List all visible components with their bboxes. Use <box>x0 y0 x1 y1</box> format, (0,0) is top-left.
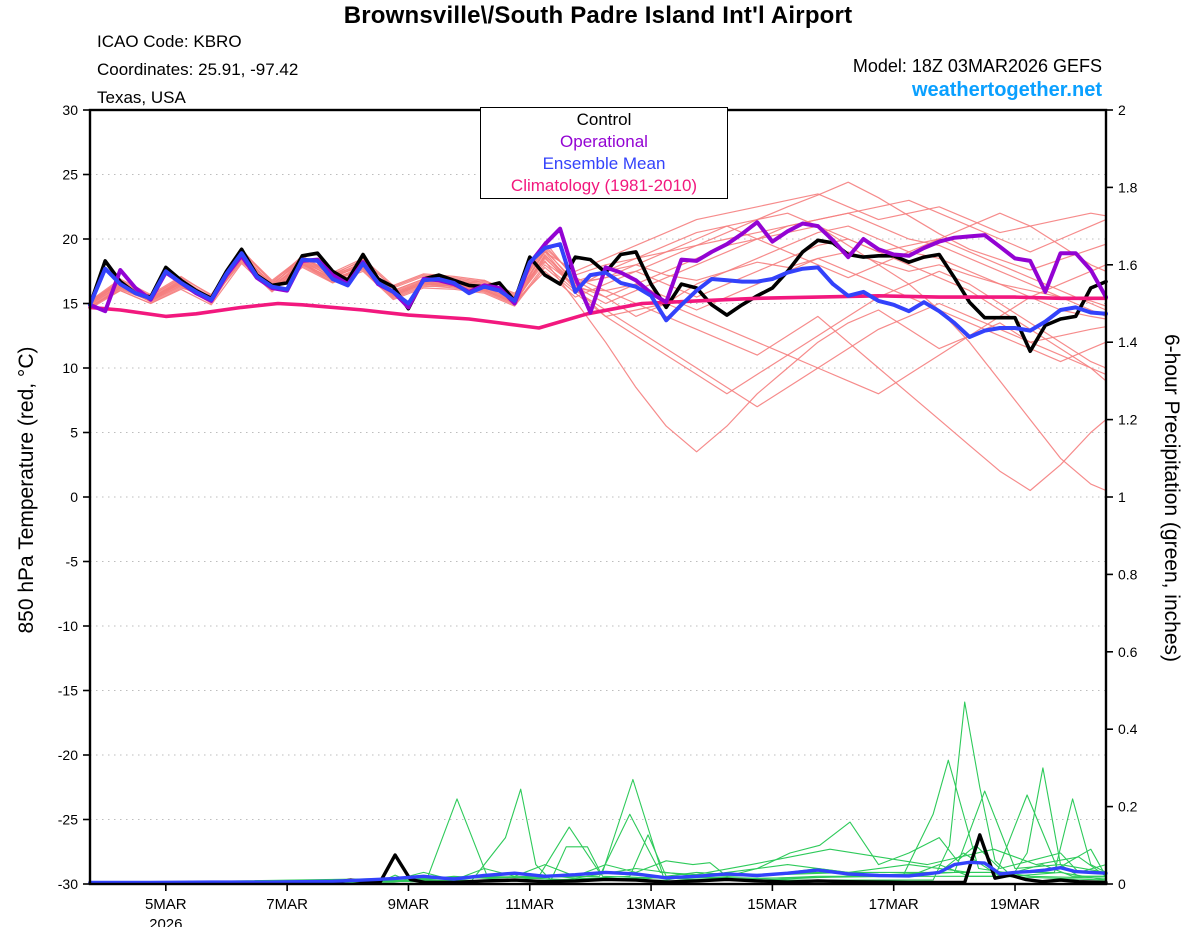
legend-item-control: Control <box>576 110 632 129</box>
climatology-line <box>88 293 1108 330</box>
site-link: weathertogether.net <box>911 79 1102 101</box>
precip-tick-label: 1.6 <box>1118 257 1138 273</box>
legend-box: Control Operational Ensemble Mean Climat… <box>480 107 728 199</box>
temp-tick-label: 0 <box>70 489 78 505</box>
precip-tick-label: 1.4 <box>1118 334 1138 350</box>
precip-tick-label: 0.6 <box>1118 644 1138 660</box>
ensemble-member-temp-line <box>89 262 1107 395</box>
date-tick-label: 5MAR <box>145 896 187 913</box>
model-info: Model: 18Z 03MAR2026 GEFS weathertogethe… <box>853 56 1102 102</box>
ensemble-member-temp-line <box>89 199 1107 302</box>
temp-tick-label: 20 <box>62 231 78 247</box>
precip-tick-label: 1 <box>1118 489 1126 505</box>
icao-code-line: ICAO Code: KBRO <box>97 32 242 51</box>
temp-tick-label: 30 <box>62 102 78 118</box>
temp-tick-label: 15 <box>62 296 78 312</box>
plot-frame <box>88 108 1108 886</box>
temp-tick-label: 5 <box>70 425 78 441</box>
year-label: 2026 <box>149 916 182 927</box>
date-tick-label: 15MAR <box>747 896 797 913</box>
model-run-line: Model: 18Z 03MAR2026 GEFS <box>852 56 1102 76</box>
temp-tick-label: -5 <box>66 554 79 570</box>
precip-tick-label: 0.2 <box>1118 799 1138 815</box>
precip-tick-label: 1.2 <box>1118 412 1138 428</box>
coordinates-line: Coordinates: 25.91, -97.42 <box>97 60 299 79</box>
ensemble-member-temp-line <box>89 259 1107 408</box>
temp-tick-label: -30 <box>58 876 78 892</box>
precip-tick-label: 0.4 <box>1118 721 1138 737</box>
ensemble-mean-line <box>88 242 1108 339</box>
temp-tick-label: -20 <box>58 747 78 763</box>
date-tick-label: 19MAR <box>990 896 1040 913</box>
temp-tick-label: -25 <box>58 812 78 828</box>
page-title: Brownsville\/South Padre Island Int'l Ai… <box>343 2 853 29</box>
temp-tick-label: -10 <box>58 618 78 634</box>
temp-tick-label: 10 <box>62 360 78 376</box>
station-info: ICAO Code: KBRO Coordinates: 25.91, -97.… <box>97 28 298 112</box>
precip-tick-label: 0.8 <box>1118 566 1138 582</box>
precip-tick-label: 2 <box>1118 102 1126 118</box>
region-line: Texas, USA <box>97 88 186 107</box>
legend-item-ensemble-mean: Ensemble Mean <box>542 154 666 173</box>
date-tick-label: 9MAR <box>388 896 430 913</box>
temp-tick-label: 25 <box>62 167 78 183</box>
ensemble-member-precip-line <box>89 848 1107 884</box>
precip-tick-label: 0 <box>1118 876 1126 892</box>
mean-precip-line <box>88 860 1108 885</box>
date-tick-label: 7MAR <box>266 896 308 913</box>
date-tick-label: 17MAR <box>869 896 919 913</box>
date-tick-label: 13MAR <box>626 896 676 913</box>
legend-item-operational: Operational <box>560 132 648 151</box>
date-tick-label: 11MAR <box>505 896 554 913</box>
temp-tick-label: -15 <box>58 683 78 699</box>
precip-tick-label: 1.8 <box>1118 179 1138 195</box>
control-precip-line <box>88 833 1108 885</box>
legend-item-climatology: Climatology (1981-2010) <box>510 176 698 195</box>
